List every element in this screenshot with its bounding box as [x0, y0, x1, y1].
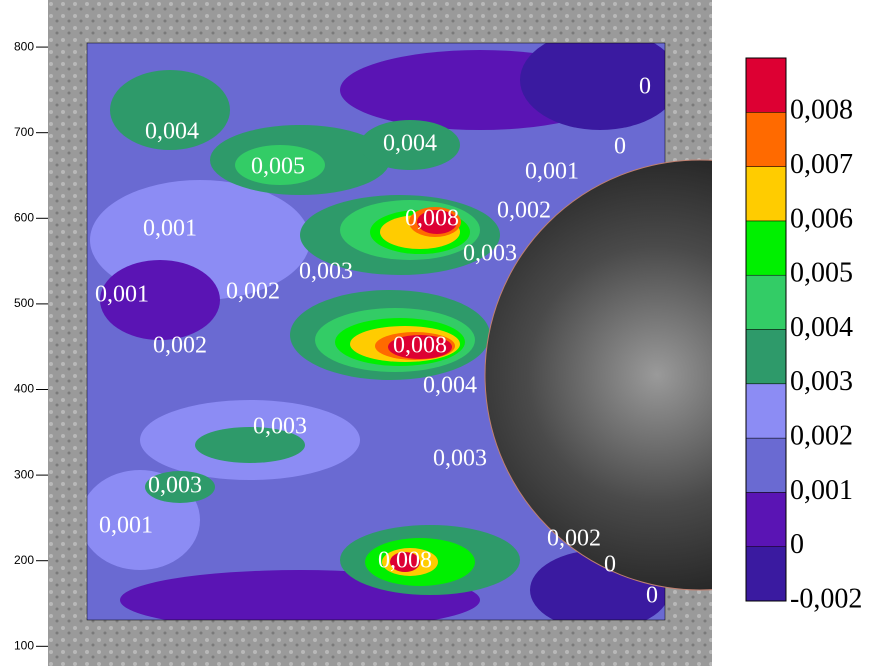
y-tick-label: 800 — [14, 39, 34, 53]
contour-label: 0,004 — [383, 131, 437, 157]
contour-label: 0 — [646, 583, 658, 609]
contour-label: 0,001 — [95, 282, 149, 308]
colorbar-band — [745, 220, 787, 276]
contour-label: 0,008 — [393, 333, 447, 359]
contour-label: 0,005 — [251, 154, 305, 180]
contour-label: 0,001 — [525, 159, 579, 185]
colorbar-frame — [745, 57, 787, 602]
colorbar-label: 0,004 — [790, 312, 853, 343]
contour-label: 0,004 — [423, 373, 477, 399]
colorbar-label: 0 — [790, 529, 804, 560]
colorbar-label: 0,002 — [790, 421, 853, 452]
colorbar-band — [745, 437, 787, 493]
colorbar-label: 0,006 — [790, 203, 853, 234]
colorbar-band — [745, 546, 787, 602]
contour-label: 0 — [639, 74, 651, 100]
contour-label: 0,003 — [463, 241, 517, 267]
colorbar-band — [745, 57, 787, 113]
colorbar-label: 0,003 — [790, 366, 853, 397]
y-tick-label: 500 — [14, 296, 34, 310]
y-tick-label: 400 — [14, 382, 34, 396]
contour-label: 0,001 — [143, 216, 197, 242]
y-tick-label: 600 — [14, 210, 34, 224]
contour-label: 0,008 — [405, 206, 459, 232]
y-tick-label: 100 — [14, 638, 34, 652]
contour-label: 0,008 — [378, 548, 432, 574]
contour-label: 0,003 — [253, 414, 307, 440]
colorbar-label: 0,001 — [790, 475, 853, 506]
colorbar-label: 0,008 — [790, 95, 853, 126]
colorbar-label: 0,005 — [790, 258, 853, 289]
y-tick-label: 300 — [14, 467, 34, 481]
contour-label: 0,003 — [299, 259, 353, 285]
contour-label: 0,004 — [145, 119, 199, 145]
contour-label: 0,003 — [433, 446, 487, 472]
y-tick-label: 200 — [14, 553, 34, 567]
contour-label: 0,001 — [99, 513, 153, 539]
contour-label: 0 — [604, 552, 616, 578]
contour-label: 0,002 — [226, 279, 280, 305]
colorbar-band — [745, 112, 787, 167]
colorbar-band — [745, 329, 787, 385]
contour-label: 0,002 — [497, 198, 551, 224]
contour-label: 0,002 — [547, 526, 601, 552]
y-tick-label: 700 — [14, 125, 34, 139]
contour-label: 0 — [614, 134, 626, 160]
contour-labels: 0,0040,0050,004000,0010,0020,0080,0010,0… — [95, 74, 658, 609]
colorbar-band — [745, 492, 787, 547]
y-axis-ticks: 100 200 300 400 500 600 700 800 — [14, 39, 48, 652]
colorbar-band — [745, 274, 787, 330]
contour-label: 0,002 — [153, 333, 207, 359]
colorbar-label: -0,002 — [790, 583, 862, 614]
colorbar-band — [745, 166, 787, 222]
margin — [712, 0, 870, 666]
colorbar-band — [745, 383, 787, 439]
colorbar: -0,002 0 0,001 0,002 0,003 0,004 0,005 0,006 0,0… — [745, 57, 862, 614]
colorbar-label: 0,007 — [790, 149, 853, 180]
contour-label: 0,003 — [148, 473, 202, 499]
